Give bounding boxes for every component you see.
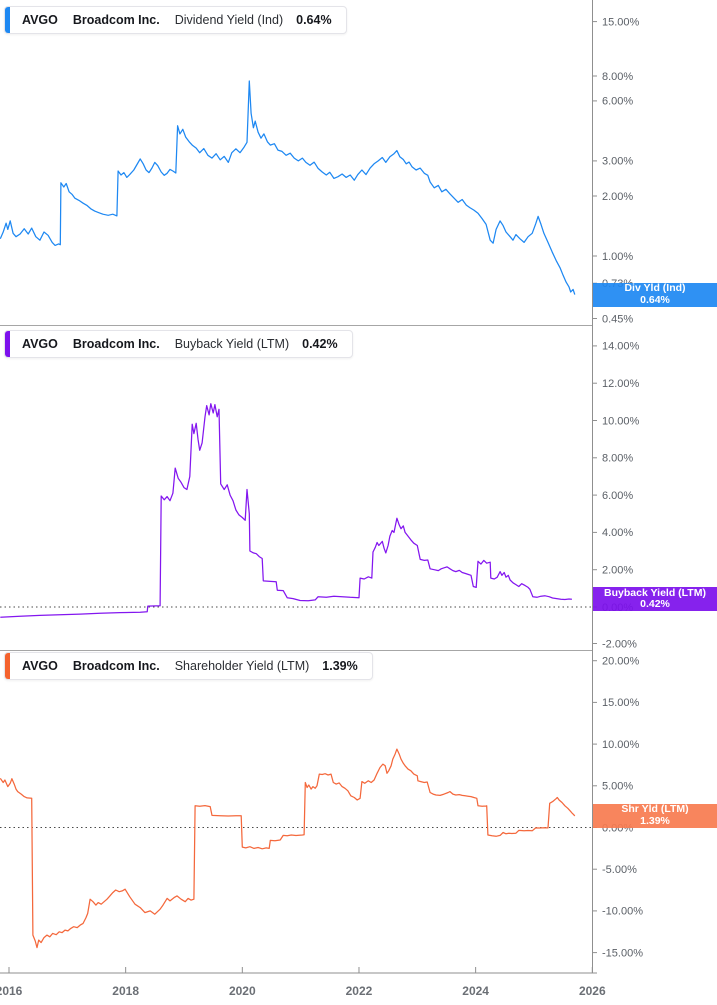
badge-series-label: Div Yld (Ind) bbox=[624, 282, 686, 295]
security-header-buyback-yield[interactable]: AVGO Broadcom Inc. Buyback Yield (LTM) 0… bbox=[4, 330, 353, 358]
metric-value-label: 0.64% bbox=[296, 13, 332, 27]
badge-value-label: 0.64% bbox=[640, 293, 670, 306]
y-tick-label: 3.00% bbox=[602, 156, 633, 168]
ticker-label: AVGO bbox=[22, 659, 58, 673]
x-tick-label: 2020 bbox=[229, 984, 256, 998]
y-tick-label: 0.45% bbox=[602, 313, 633, 325]
y-tick-label: -2.00% bbox=[602, 638, 637, 650]
y-tick-label: 5.00% bbox=[602, 781, 633, 793]
y-tick-label: 6.00% bbox=[602, 96, 633, 108]
y-tick-label: -10.00% bbox=[602, 906, 643, 918]
x-tick-label: 2026 bbox=[579, 984, 606, 998]
series-line-1 bbox=[0, 403, 572, 618]
y-tick-label: 10.00% bbox=[602, 739, 640, 751]
metric-name-label: Shareholder Yield (LTM) bbox=[174, 659, 310, 673]
y-tick-label: 14.00% bbox=[602, 341, 640, 353]
series-color-bar-blue bbox=[5, 7, 10, 33]
y-tick-label: -15.00% bbox=[602, 947, 643, 959]
x-tick-label: 2018 bbox=[112, 984, 139, 998]
metric-value-label: 0.42% bbox=[302, 337, 338, 351]
y-tick-label: -5.00% bbox=[602, 864, 637, 876]
last-value-badge-buyback-yield: Buyback Yield (LTM) 0.42% bbox=[593, 586, 717, 612]
company-name-label: Broadcom Inc. bbox=[72, 13, 160, 27]
y-tick-label: 2.00% bbox=[602, 565, 633, 577]
y-tick-label: 8.00% bbox=[602, 453, 633, 465]
y-tick-label: 10.00% bbox=[602, 415, 640, 427]
company-name-label: Broadcom Inc. bbox=[72, 659, 160, 673]
y-tick-label: 1.00% bbox=[602, 251, 633, 263]
metric-name-label: Buyback Yield (LTM) bbox=[174, 337, 290, 351]
series-line-2 bbox=[0, 748, 576, 949]
series-color-bar-orange bbox=[5, 653, 10, 679]
last-value-badge-dividend-yield: Div Yld (Ind) 0.64% bbox=[593, 283, 717, 307]
y-tick-label: 2.00% bbox=[602, 191, 633, 203]
ticker-label: AVGO bbox=[22, 337, 58, 351]
y-tick-label: 4.00% bbox=[602, 527, 633, 539]
company-name-label: Broadcom Inc. bbox=[72, 337, 160, 351]
ticker-label: AVGO bbox=[22, 13, 58, 27]
badge-series-label: Shr Yld (LTM) bbox=[621, 803, 689, 816]
y-tick-label: 8.00% bbox=[602, 71, 633, 83]
y-tick-label: 15.00% bbox=[602, 16, 640, 28]
x-tick-label: 2016 bbox=[0, 984, 23, 998]
x-tick-label: 2022 bbox=[346, 984, 373, 998]
badge-value-label: 1.39% bbox=[640, 814, 670, 827]
metric-name-label: Dividend Yield (Ind) bbox=[174, 13, 284, 27]
y-tick-label: 6.00% bbox=[602, 490, 633, 502]
last-value-badge-shareholder-yield: Shr Yld (LTM) 1.39% bbox=[593, 804, 717, 828]
y-tick-label: 20.00% bbox=[602, 656, 640, 668]
metric-value-label: 1.39% bbox=[322, 659, 358, 673]
badge-value-label: 0.42% bbox=[640, 598, 670, 611]
badge-series-label: Buyback Yield (LTM) bbox=[604, 586, 706, 599]
y-tick-label: 12.00% bbox=[602, 378, 640, 390]
y-tick-label: 15.00% bbox=[602, 697, 640, 709]
security-header-shareholder-yield[interactable]: AVGO Broadcom Inc. Shareholder Yield (LT… bbox=[4, 652, 373, 680]
security-header-dividend-yield[interactable]: AVGO Broadcom Inc. Dividend Yield (Ind) … bbox=[4, 6, 347, 34]
x-tick-label: 2024 bbox=[462, 984, 489, 998]
series-color-bar-purple bbox=[5, 331, 10, 357]
series-line-0 bbox=[0, 80, 576, 295]
